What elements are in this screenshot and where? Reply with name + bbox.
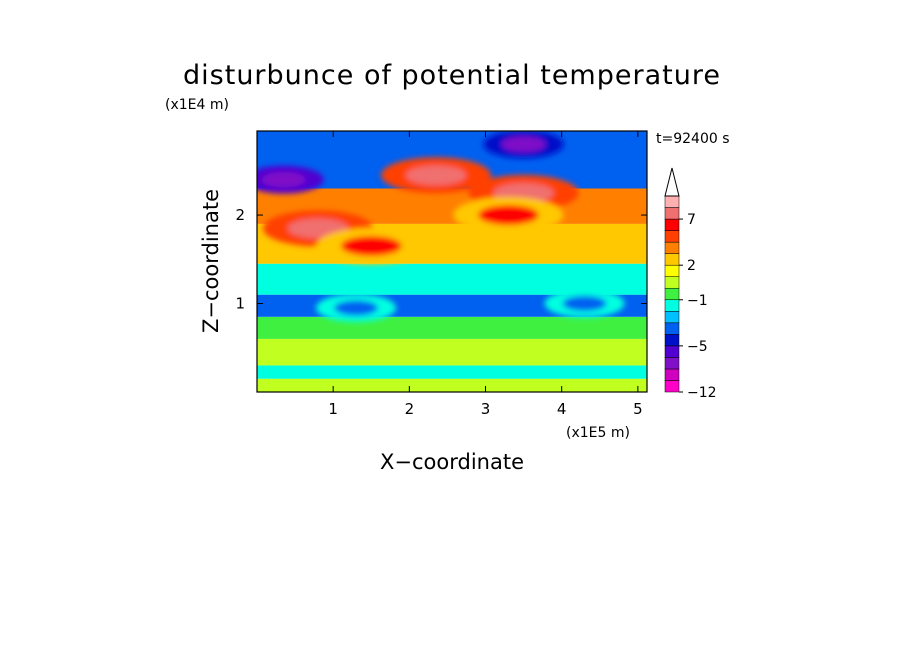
y-axis-ticks: 12 bbox=[235, 206, 647, 313]
colorbar-tick-label-1: −5 bbox=[687, 339, 708, 355]
colorbar-tick-label-3: 2 bbox=[687, 258, 696, 274]
colorbar-tick-label-2: −1 bbox=[687, 293, 708, 309]
colorbar-segment-4 bbox=[664, 334, 680, 347]
colorbar-segment-0 bbox=[664, 380, 680, 393]
y-tick-label-1: 1 bbox=[235, 295, 245, 313]
field-band-1 bbox=[257, 365, 647, 379]
anomaly-core-2 bbox=[405, 165, 467, 186]
x-unit-label: (x1E5 m) bbox=[566, 425, 630, 441]
colorbar-segment-14 bbox=[664, 218, 680, 231]
x-tick-label-4: 4 bbox=[557, 400, 567, 418]
heatmap-plot bbox=[257, 131, 647, 392]
anomaly-core-6 bbox=[501, 136, 546, 152]
x-axis-label: X−coordinate bbox=[380, 450, 524, 474]
chart-title: disturbunce of potential temperature bbox=[183, 60, 721, 91]
colorbar-segment-2 bbox=[664, 357, 680, 370]
y-axis-label: Z−coordinate bbox=[199, 189, 223, 333]
colorbar-segment-11 bbox=[664, 253, 680, 266]
time-label: t=92400 s bbox=[656, 131, 730, 147]
colorbar-segment-5 bbox=[664, 322, 680, 335]
colorbar-segment-15 bbox=[664, 207, 680, 220]
colorbar-segment-10 bbox=[664, 264, 680, 277]
colorbar-segment-9 bbox=[664, 276, 680, 289]
anomaly-core-8 bbox=[562, 295, 607, 312]
x-tick-label-2: 2 bbox=[405, 400, 415, 418]
y-unit-label: (x1E4 m) bbox=[165, 97, 229, 113]
colorbar-tick-label-4: 7 bbox=[687, 212, 696, 228]
anomaly-core-7 bbox=[334, 300, 379, 316]
x-tick-label-1: 1 bbox=[328, 400, 338, 418]
field-band-5 bbox=[257, 263, 647, 295]
colorbar: −12−5−127 bbox=[664, 167, 717, 401]
colorbar-segment-6 bbox=[664, 311, 680, 324]
colorbar-segment-8 bbox=[664, 287, 680, 301]
colorbar-tick-label-0: −12 bbox=[687, 385, 717, 401]
colorbar-segment-1 bbox=[664, 368, 680, 381]
colorbar-segment-16 bbox=[664, 195, 680, 208]
x-axis-ticks: 1 2 3 4 5 bbox=[328, 131, 643, 418]
colorbar-segment-3 bbox=[664, 345, 680, 358]
field-band-0 bbox=[257, 378, 647, 392]
anomaly-core-5 bbox=[261, 171, 306, 188]
anomaly-core-1 bbox=[478, 205, 539, 225]
field-band-2 bbox=[257, 338, 647, 366]
y-tick-label-2: 2 bbox=[235, 206, 245, 224]
colorbar-segment-12 bbox=[664, 241, 680, 254]
colorbar-segment-13 bbox=[664, 230, 680, 243]
field-band-3 bbox=[257, 316, 647, 339]
colorbar-segment-7 bbox=[664, 299, 680, 312]
x-tick-label-3: 3 bbox=[481, 400, 491, 418]
anomaly-core-4 bbox=[341, 236, 402, 256]
plot-frame bbox=[256, 130, 648, 393]
colorbar-extend-arrow bbox=[664, 167, 680, 197]
x-tick-label-5: 5 bbox=[633, 400, 643, 418]
